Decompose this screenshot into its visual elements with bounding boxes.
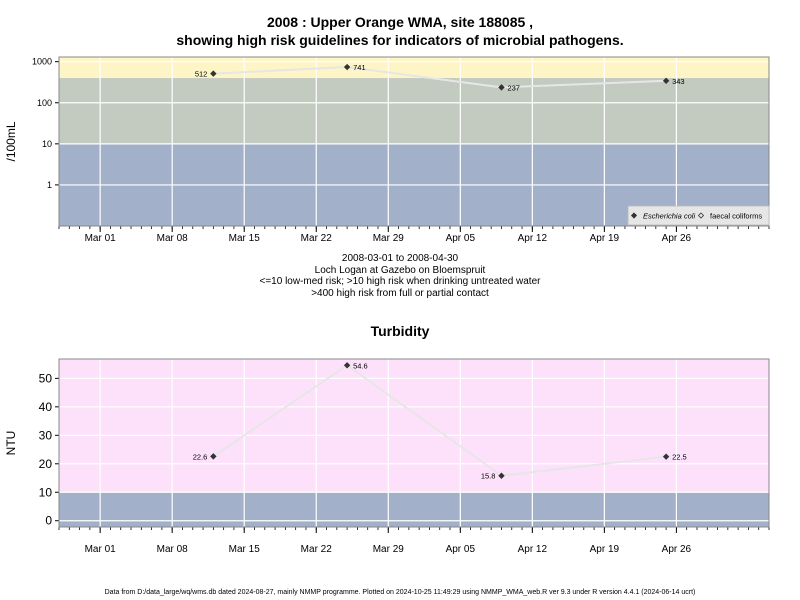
chart-title-line-2: showing high risk guidelines for indicat… xyxy=(176,32,624,48)
bacteria-point-label-2: 237 xyxy=(507,83,520,92)
turbidity-point-label-2: 15.8 xyxy=(481,472,496,481)
subtitle-date-range: 2008-03-01 to 2008-04-30 xyxy=(341,253,459,264)
turbidity-band-1 xyxy=(59,359,769,493)
bacteria-x-tick-label-6: Apr 12 xyxy=(518,233,548,244)
bacteria-x-tick-label-4: Mar 29 xyxy=(373,233,405,244)
bacteria-point-label-1: 741 xyxy=(353,63,366,72)
turbidity-x-tick-label-6: Apr 12 xyxy=(518,544,548,555)
turbidity-y-tick-label-4: 40 xyxy=(39,400,53,414)
bacteria-point-0 xyxy=(210,70,217,77)
turbidity-y-tick-label-2: 20 xyxy=(39,457,53,471)
bacteria-series-line-0 xyxy=(213,66,667,89)
subtitle-block: 2008-03-01 to 2008-04-30 Loch Logan at G… xyxy=(0,253,800,299)
turbidity-y-tick-label-5: 50 xyxy=(39,371,53,385)
turbidity-x-tick-label-8: Apr 26 xyxy=(662,544,692,555)
turbidity-plot-frame xyxy=(58,358,770,528)
bacteria-point-label-3: 343 xyxy=(672,77,685,86)
turbidity-x-tick-label-0: Mar 01 xyxy=(85,544,117,555)
turbidity-series-line-0 xyxy=(212,364,667,477)
bacteria-x-tick-label-0: Mar 01 xyxy=(85,233,117,244)
bacteria-point-label-0: 512 xyxy=(195,70,208,79)
bacteria-y-tick-label-2: 100 xyxy=(37,98,52,108)
turbidity-y-tick-label-1: 10 xyxy=(39,485,53,499)
bacteria-y-tick-label-1: 10 xyxy=(42,139,52,149)
bacteria-x-tick-label-3: Mar 22 xyxy=(301,233,333,244)
legend-label-1: faecal coliforms xyxy=(710,212,762,221)
turbidity-x-tick-label-7: Apr 19 xyxy=(590,544,620,555)
legend-marker-1 xyxy=(697,212,705,219)
bacteria-plot-frame xyxy=(58,56,770,227)
turbidity-point-2 xyxy=(498,472,505,479)
bacteria-point-1 xyxy=(343,63,351,71)
turbidity-band-0 xyxy=(59,492,769,527)
bacteria-y-axis-label: /100mL xyxy=(4,121,18,161)
turbidity-point-0 xyxy=(210,453,217,460)
turbidity-y-tick-label-0: 0 xyxy=(45,514,52,528)
bacteria-x-tick-label-1: Mar 08 xyxy=(157,233,189,244)
turbidity-point-label-0: 22.6 xyxy=(193,452,208,461)
bacteria-x-tick-label-2: Mar 15 xyxy=(229,233,261,244)
legend-label-0: Escherichia coli xyxy=(643,212,695,221)
subtitle-site-name: Loch Logan at Gazebo on Bloemspruit xyxy=(314,264,486,276)
bacteria-y-tick-label-3: 1000 xyxy=(32,57,52,67)
turbidity-point-label-1: 54.6 xyxy=(353,361,368,370)
turbidity-x-tick-label-5: Apr 05 xyxy=(446,544,476,555)
bacteria-x-tick-label-8: Apr 26 xyxy=(662,233,692,244)
turbidity-x-tick-label-3: Mar 22 xyxy=(301,544,333,555)
turbidity-x-tick-label-4: Mar 29 xyxy=(373,544,405,555)
bacteria-x-tick-label-5: Apr 05 xyxy=(446,233,476,244)
bacteria-point-2 xyxy=(498,84,505,91)
turbidity-point-1 xyxy=(343,362,351,369)
footer-note: Data from D:/data_large/wq/wms.db dated … xyxy=(104,589,696,596)
subtitle-guideline-contact: >400 high risk from full or partial cont… xyxy=(311,287,489,299)
turbidity-point-label-3: 22.5 xyxy=(672,453,687,462)
bacteria-x-tick-label-7: Apr 19 xyxy=(590,233,620,244)
turbidity-panel-title: Turbidity xyxy=(370,323,430,339)
chart-title-line-1: 2008 : Upper Orange WMA, site 188085 , xyxy=(266,14,534,30)
turbidity-y-tick-label-3: 30 xyxy=(39,428,53,442)
bacteria-y-tick-label-0: 1 xyxy=(47,180,52,190)
bacteria-point-3 xyxy=(662,77,670,84)
turbidity-point-3 xyxy=(662,453,670,460)
turbidity-x-tick-label-1: Mar 08 xyxy=(157,544,189,555)
subtitle-guideline-drinking: <=10 low-med risk; >10 high risk when dr… xyxy=(259,276,541,287)
turbidity-x-tick-label-2: Mar 15 xyxy=(229,544,261,555)
legend-marker-0 xyxy=(630,212,638,219)
bacteria-band-1 xyxy=(59,78,769,144)
turbidity-y-axis-label: NTU xyxy=(4,431,18,456)
